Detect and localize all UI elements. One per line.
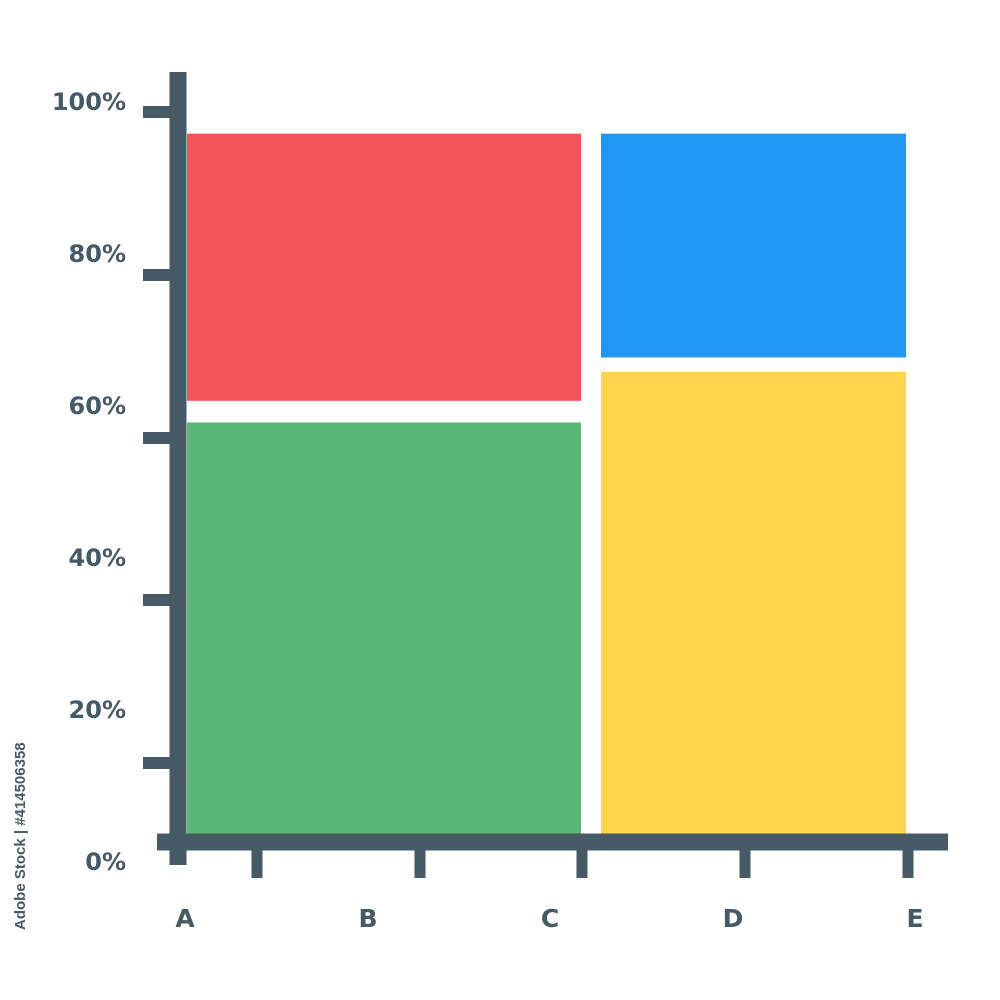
x-tick-label: D xyxy=(723,904,744,933)
x-tick-label: C xyxy=(541,904,559,933)
y-axis-ticks: 0% 20% 40% 60% 80% 100% xyxy=(52,88,178,876)
y-tick-label: 20% xyxy=(69,696,126,724)
y-tick-label: 0% xyxy=(85,848,126,876)
y-tick-label: 100% xyxy=(52,88,126,116)
x-tick-label: E xyxy=(906,904,923,933)
watermark-text: Adobe Stock | #414506358 xyxy=(12,742,29,930)
chart-segments xyxy=(187,133,906,834)
y-tick-label: 40% xyxy=(69,544,126,572)
y-tick-label: 60% xyxy=(69,392,126,420)
chart-axes xyxy=(157,72,948,865)
column-2-segment-1 xyxy=(601,371,906,834)
x-tick-label: B xyxy=(358,904,377,933)
column-2-segment-2 xyxy=(601,133,906,358)
x-tick-label: A xyxy=(175,904,195,933)
column-1-segment-2 xyxy=(187,133,581,401)
x-axis-ticks: A B C D E xyxy=(175,842,924,933)
y-tick-label: 80% xyxy=(69,240,126,268)
column-1-segment-1 xyxy=(187,422,581,834)
